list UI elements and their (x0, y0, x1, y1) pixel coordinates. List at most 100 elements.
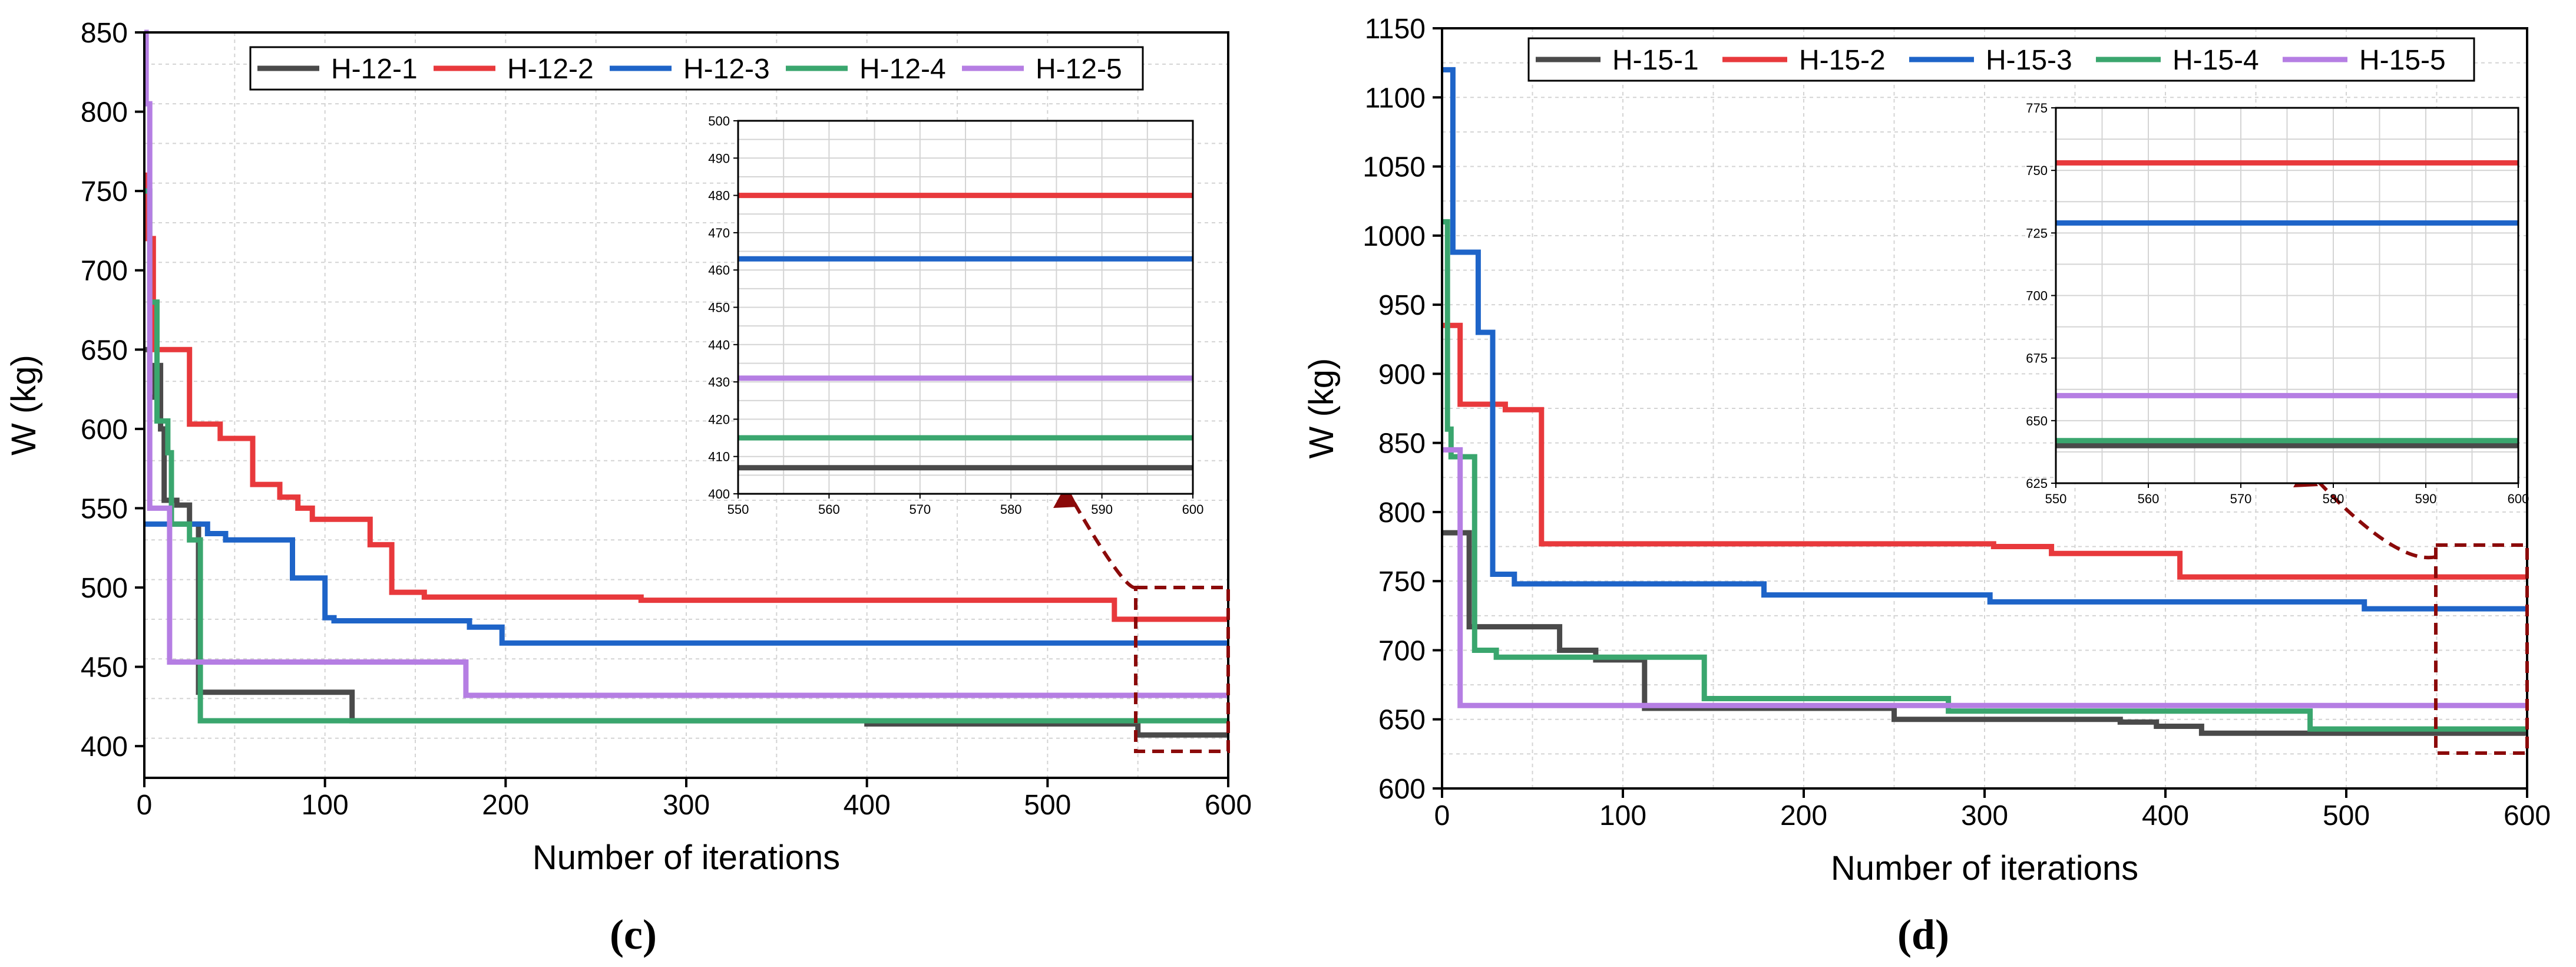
zoom-arrow-line (1064, 488, 1136, 590)
x-axis-title: Number of iterations (1831, 849, 2138, 887)
x-tick-label: 600 (2504, 800, 2551, 831)
legend-label-H-12-3: H-12-3 (683, 54, 770, 85)
y-tick-label: 800 (1378, 497, 1426, 529)
x-tick-label: 100 (302, 790, 349, 821)
x-tick-label: 300 (1961, 800, 2008, 831)
zoom-region (1134, 586, 1230, 753)
x-tick-label: 100 (1599, 800, 1646, 831)
y-tick-label: 950 (1378, 290, 1426, 321)
y-tick-label: 650 (1378, 705, 1426, 736)
y-tick-label: 800 (81, 97, 128, 128)
inset-y-tick-label: 750 (2026, 163, 2048, 178)
inset-y-tick-label: 410 (708, 450, 730, 464)
inset-x-tick-label: 560 (2138, 491, 2160, 506)
inset-y-tick-label: 470 (708, 226, 730, 240)
inset-x-tick-label: 590 (1091, 502, 1113, 517)
inset-chart: 550 560 570 580 590 600 400 410 420 430 440 450 460 4… (708, 114, 1203, 517)
y-axis-title: W (kg) (1302, 358, 1341, 459)
y-tick-label: 500 (81, 573, 128, 604)
y-tick-label: 550 (81, 493, 128, 524)
legend-label-H-15-4: H-15-4 (2172, 45, 2259, 76)
legend-label-H-15-1: H-15-1 (1612, 45, 1699, 76)
y-tick-label: 600 (81, 414, 128, 445)
y-tick-label: 850 (1378, 428, 1426, 460)
inset-y-tick-label: 400 (708, 487, 730, 501)
series-line-H-15-3 (1442, 67, 2527, 612)
x-tick-label: 300 (663, 790, 710, 821)
y-tick-label: 600 (1378, 774, 1426, 805)
x-tick-label: 500 (2323, 800, 2370, 831)
inset-x-tick-label: 590 (2415, 491, 2437, 506)
y-tick-label: 900 (1378, 359, 1426, 390)
inset-x-tick-label: 570 (2230, 491, 2252, 506)
x-tick-label: 500 (1024, 790, 1071, 821)
x-tick-label: 400 (2142, 800, 2189, 831)
inset-y-tick-label: 430 (708, 375, 730, 390)
x-tick-label: 400 (844, 790, 891, 821)
chart-panel-c: 0 100 200 300 400 500 600 400 450 500 550 600 650 700… (5, 18, 1252, 958)
inset-y-tick-label: 460 (708, 263, 730, 278)
zoom-arrow-line (2304, 467, 2436, 560)
y-tick-label: 1150 (1365, 14, 1426, 45)
zoom-region (2434, 543, 2529, 755)
panel-label: (d) (1897, 911, 1949, 958)
inset-y-tick-label: 625 (2026, 476, 2048, 491)
inset-y-tick-label: 500 (708, 114, 730, 128)
inset-y-tick-label: 725 (2026, 226, 2048, 240)
chart-panel-d: 0 100 200 300 400 500 600 600 650 700 750 800 850 900… (1302, 14, 2551, 958)
y-tick-label: 750 (81, 176, 128, 207)
y-tick-label: 1050 (1363, 152, 1426, 183)
inset-y-tick-label: 440 (708, 338, 730, 352)
x-tick-label: 0 (137, 790, 153, 821)
series-line-H-15-4 (1442, 219, 2527, 732)
y-tick-label: 650 (81, 335, 128, 366)
inset-x-tick-label: 600 (2508, 491, 2529, 506)
series-line-H-12-3 (144, 521, 1228, 646)
y-tick-label: 700 (81, 256, 128, 287)
y-tick-label: 700 (1378, 635, 1426, 666)
legend-label-H-12-5: H-12-5 (1036, 54, 1122, 85)
y-tick-label: 400 (81, 731, 128, 763)
inset-x-tick-label: 580 (2323, 491, 2344, 506)
series-line-H-15-2 (1442, 322, 2527, 580)
inset-chart: 550 560 570 580 590 600 625 650 675 700 725 750 775 (2026, 101, 2529, 506)
inset-y-tick-label: 480 (708, 189, 730, 203)
inset-x-tick-label: 560 (818, 502, 840, 517)
y-axis-title: W (kg) (5, 355, 43, 456)
series-line-H-12-5 (143, 29, 1228, 698)
x-tick-label: 600 (1205, 790, 1252, 821)
y-tick-label: 850 (81, 18, 128, 49)
x-tick-label: 200 (482, 790, 529, 821)
legend-label-H-15-5: H-15-5 (2359, 45, 2446, 76)
y-tick-label: 1000 (1363, 221, 1426, 252)
y-tick-label: 750 (1378, 566, 1426, 598)
legend-label-H-15-2: H-15-2 (1799, 45, 1886, 76)
zoom-arrow-head (1053, 484, 1078, 508)
series-line-H-15-5 (1442, 447, 2527, 708)
series-line-H-12-2 (144, 172, 1228, 622)
inset-x-tick-label: 550 (2045, 491, 2067, 506)
y-tick-label: 1100 (1365, 82, 1426, 114)
panel-label: (c) (610, 911, 657, 958)
inset-y-tick-label: 450 (708, 301, 730, 315)
legend-label-H-12-2: H-12-2 (507, 54, 594, 85)
inset-y-tick-label: 420 (708, 412, 730, 427)
legend-label-H-15-3: H-15-3 (1986, 45, 2072, 76)
inset-y-tick-label: 700 (2026, 289, 2048, 303)
inset-x-tick-label: 570 (909, 502, 931, 517)
inset-x-tick-label: 600 (1182, 502, 1204, 517)
legend-label-H-12-4: H-12-4 (859, 54, 946, 85)
inset-x-tick-label: 580 (1000, 502, 1022, 517)
x-tick-label: 0 (1434, 800, 1450, 831)
inset-x-tick-label: 550 (728, 502, 749, 517)
inset-y-tick-label: 490 (708, 151, 730, 166)
y-tick-label: 450 (81, 652, 128, 684)
x-axis-title: Number of iterations (533, 839, 840, 877)
legend-label-H-12-1: H-12-1 (331, 54, 418, 85)
inset-y-tick-label: 650 (2026, 414, 2048, 428)
inset-y-tick-label: 675 (2026, 351, 2048, 366)
x-tick-label: 200 (1780, 800, 1827, 831)
series-line-H-15-1 (1442, 530, 2527, 736)
inset-y-tick-label: 775 (2026, 101, 2048, 115)
